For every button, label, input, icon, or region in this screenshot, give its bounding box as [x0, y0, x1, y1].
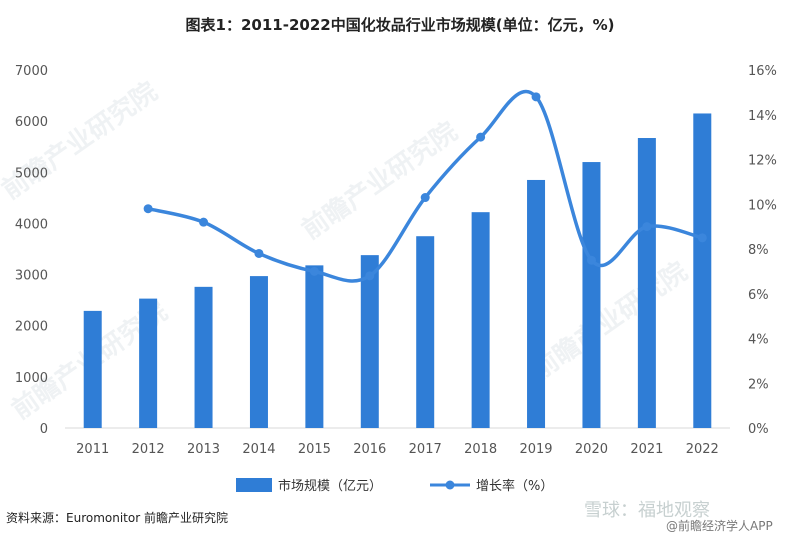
y-left-tick-label: 7000 — [15, 64, 48, 79]
x-tick-label: 2021 — [630, 442, 663, 457]
legend-line-marker — [445, 480, 455, 490]
x-tick-label: 2015 — [298, 442, 331, 457]
axes: 0 1000 2000 3000 4000 5000 6000 7000 0% 2% 4% 6% 8% 1… — [15, 64, 777, 457]
chart-title: 图表1：2011-2022中国化妆品行业市场规模(单位：亿元，%) — [186, 16, 615, 34]
x-tick-label: 2018 — [464, 442, 497, 457]
y-left-tick-label: 5000 — [15, 166, 48, 181]
bar — [693, 113, 712, 428]
legend-bar-label: 市场规模（亿元） — [278, 478, 382, 494]
x-tick-label: 2013 — [187, 442, 220, 457]
x-tick-label: 2019 — [519, 442, 552, 457]
y-right-tick-label: 4% — [748, 333, 769, 348]
source-note: 资料来源：Euromonitor 前瞻产业研究院 — [6, 510, 228, 525]
app-watermark: @前瞻经济学人APP — [666, 518, 773, 533]
bar — [360, 255, 379, 428]
bar — [83, 310, 102, 428]
legend: 市场规模（亿元） 增长率（%） — [236, 478, 553, 494]
x-tick-label: 2016 — [353, 442, 386, 457]
y-right-tick-label: 10% — [748, 198, 777, 213]
bar — [139, 298, 158, 428]
growth-point — [531, 92, 541, 102]
y-right-tick-label: 8% — [748, 243, 769, 258]
y-left-tick-label: 6000 — [15, 115, 48, 130]
growth-point — [586, 255, 596, 265]
growth-line — [143, 89, 707, 283]
y-right-tick-label: 14% — [748, 109, 777, 124]
bar — [637, 138, 656, 428]
y-right-tick-label: 0% — [748, 422, 769, 437]
y-right-tick-label: 2% — [748, 377, 769, 392]
x-tick-label: 2020 — [575, 442, 608, 457]
y-right-tick-label: 16% — [748, 64, 777, 79]
growth-point — [420, 193, 430, 203]
growth-point — [642, 222, 652, 232]
y-left-tick-label: 0 — [40, 422, 48, 437]
x-tick-label: 2017 — [409, 442, 442, 457]
bar — [582, 162, 601, 429]
x-tick-label: 2014 — [242, 442, 275, 457]
xueqiu-watermark: 雪球：福地观察 — [584, 500, 710, 521]
growth-point — [697, 233, 707, 243]
growth-point — [476, 132, 486, 142]
x-tick-label: 2022 — [686, 442, 719, 457]
growth-point — [309, 266, 319, 276]
bars — [83, 113, 712, 429]
bar — [194, 286, 213, 428]
y-left-tick-label: 1000 — [15, 371, 48, 386]
x-tick-label: 2012 — [132, 442, 165, 457]
bar — [249, 276, 268, 428]
y-right-tick-label: 6% — [748, 288, 769, 303]
y-left-tick-label: 4000 — [15, 217, 48, 232]
legend-line-label: 增长率（%） — [476, 478, 553, 494]
growth-point — [254, 248, 264, 258]
growth-point — [143, 204, 153, 214]
bar — [305, 265, 324, 428]
y-right-tick-label: 12% — [748, 154, 777, 169]
growth-point — [199, 217, 209, 227]
bar — [416, 236, 435, 428]
watermark-text-4: 前瞻产业研究院 — [526, 256, 693, 386]
growth-point — [365, 271, 375, 281]
bar — [471, 212, 490, 428]
x-tick-label: 2011 — [76, 442, 109, 457]
y-left-tick-label: 2000 — [15, 320, 48, 335]
y-left-tick-label: 3000 — [15, 269, 48, 284]
bar — [527, 179, 546, 428]
watermark-text-1: 前瞻产业研究院 — [0, 76, 163, 206]
legend-bar-swatch — [236, 478, 272, 492]
